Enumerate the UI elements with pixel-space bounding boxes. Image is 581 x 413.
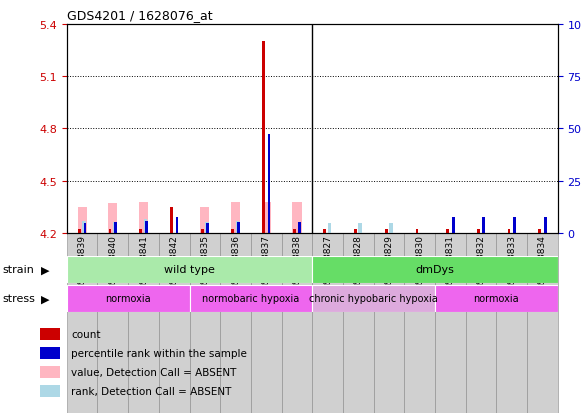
Text: ▶: ▶ (41, 294, 49, 304)
Bar (113, 222, 117, 233)
Bar (40, 347, 60, 359)
Bar (415, 230, 418, 233)
Text: count: count (71, 330, 101, 339)
Bar (538, 230, 541, 233)
Bar (313, 233, 343, 413)
Bar (293, 230, 296, 233)
Bar (170, 207, 173, 233)
Text: dmDys: dmDys (415, 264, 454, 275)
Text: rank, Detection Call = ABSENT: rank, Detection Call = ABSENT (71, 386, 231, 396)
Bar (404, 233, 435, 413)
Text: GDS4201 / 1628076_at: GDS4201 / 1628076_at (67, 9, 213, 22)
Bar (206, 224, 209, 233)
Bar (144, 219, 147, 233)
Bar (82, 221, 86, 233)
Bar (78, 230, 81, 233)
Bar (313, 256, 558, 283)
Bar (251, 233, 282, 413)
Bar (237, 222, 240, 233)
Text: value, Detection Call = ABSENT: value, Detection Call = ABSENT (71, 367, 236, 377)
Text: wild type: wild type (164, 264, 215, 275)
Text: normoxia: normoxia (105, 293, 151, 304)
Bar (374, 233, 404, 413)
Bar (139, 230, 142, 233)
Bar (466, 233, 496, 413)
Bar (159, 233, 189, 413)
Bar (298, 223, 301, 233)
Bar (544, 218, 547, 233)
Bar (477, 230, 480, 233)
Bar (231, 230, 234, 233)
Bar (328, 224, 331, 233)
Bar (231, 202, 240, 233)
Bar (40, 385, 60, 397)
Bar (292, 202, 302, 233)
Bar (189, 233, 220, 413)
Bar (262, 42, 265, 233)
Bar (128, 233, 159, 413)
Bar (77, 207, 87, 233)
Bar (513, 218, 516, 233)
Bar (354, 230, 357, 233)
Bar (114, 223, 117, 233)
Bar (205, 222, 209, 233)
Bar (358, 224, 362, 233)
Bar (98, 233, 128, 413)
Bar (235, 221, 239, 233)
Text: chronic hypobaric hypoxia: chronic hypobaric hypoxia (309, 293, 438, 304)
Bar (67, 285, 189, 312)
Bar (452, 218, 454, 233)
Bar (84, 224, 87, 233)
Text: stress: stress (3, 294, 36, 304)
Bar (201, 230, 203, 233)
Bar (508, 230, 510, 233)
Bar (145, 221, 148, 233)
Text: percentile rank within the sample: percentile rank within the sample (71, 348, 247, 358)
Bar (496, 233, 527, 413)
Bar (482, 218, 485, 233)
Bar (40, 366, 60, 378)
Bar (200, 207, 210, 233)
Bar (40, 329, 60, 340)
Bar (435, 285, 558, 312)
Bar (435, 233, 466, 413)
Bar (108, 204, 117, 233)
Bar (189, 285, 313, 312)
Bar (389, 224, 393, 233)
Bar (324, 230, 327, 233)
Bar (446, 230, 449, 233)
Bar (109, 230, 112, 233)
Bar (139, 202, 148, 233)
Text: normoxia: normoxia (474, 293, 519, 304)
Text: strain: strain (3, 265, 35, 275)
Bar (261, 202, 271, 233)
Bar (343, 233, 374, 413)
Bar (220, 233, 251, 413)
Bar (313, 285, 435, 312)
Bar (67, 256, 313, 283)
Bar (268, 134, 270, 233)
Bar (67, 233, 98, 413)
Text: ▶: ▶ (41, 265, 49, 275)
Bar (385, 230, 388, 233)
Bar (527, 233, 558, 413)
Text: normobaric hypoxia: normobaric hypoxia (202, 293, 300, 304)
Bar (282, 233, 313, 413)
Bar (175, 218, 178, 233)
